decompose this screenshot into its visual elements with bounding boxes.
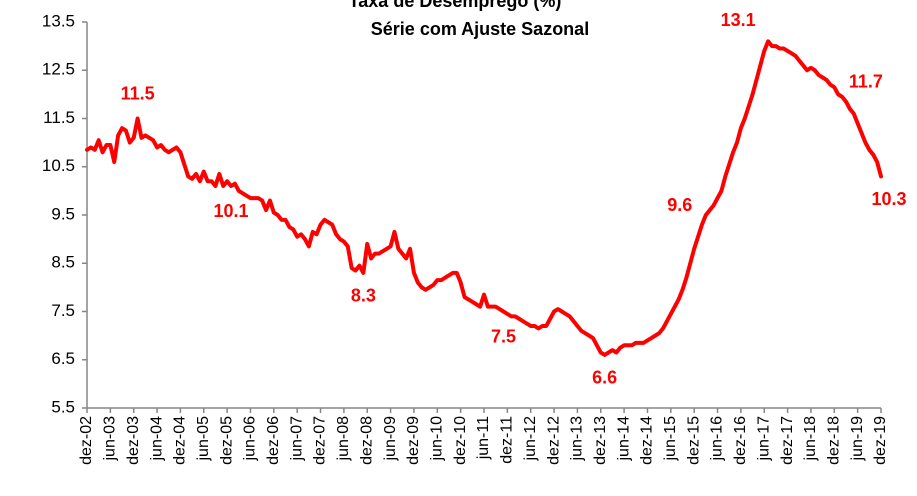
x-tick-label: dez-15 — [685, 416, 702, 465]
y-tick-label: 11.5 — [43, 108, 75, 127]
x-tick-label: dez-13 — [592, 416, 609, 465]
value-label: 8.3 — [351, 286, 376, 306]
x-tick-label: dez-18 — [826, 416, 843, 465]
x-tick-label: jun-18 — [802, 416, 819, 462]
x-tick-label: dez-03 — [125, 416, 142, 465]
y-tick-label: 12.5 — [42, 60, 75, 79]
x-tick-label: jun-15 — [662, 416, 679, 462]
x-tick-label: jun-11 — [475, 416, 492, 460]
value-label: 6.6 — [592, 368, 617, 388]
x-tick-label: jun-17 — [755, 416, 772, 462]
chart-subtitle: Série com Ajuste Sazonal — [371, 19, 589, 39]
x-tick-label: jun-13 — [569, 416, 586, 462]
value-label: 10.1 — [213, 201, 248, 221]
x-tick-label: dez-02 — [78, 416, 95, 465]
value-label: 10.3 — [871, 189, 906, 209]
y-tick-label: 7.5 — [51, 301, 75, 320]
x-tick-label: jun-19 — [849, 416, 866, 462]
y-tick-label: 8.5 — [51, 253, 75, 272]
x-tick-label: dez-11 — [499, 416, 516, 464]
x-tick-label: dez-05 — [218, 416, 235, 465]
value-label: 9.6 — [667, 195, 692, 215]
y-tick-label: 13.5 — [42, 11, 75, 30]
x-tick-label: jun-04 — [148, 416, 165, 462]
x-tick-label: dez-08 — [358, 416, 375, 465]
x-tick-label: jun-05 — [195, 416, 212, 462]
x-tick-label: dez-17 — [779, 416, 796, 465]
x-tick-label: jun-03 — [102, 416, 119, 462]
x-tick-label: dez-19 — [872, 416, 889, 465]
x-tick-label: dez-12 — [545, 416, 562, 465]
x-tick-label: dez-09 — [405, 416, 422, 465]
x-tick-label: jun-12 — [522, 416, 539, 462]
x-tick-label: jun-14 — [615, 416, 632, 462]
y-tick-label: 10.5 — [42, 156, 75, 175]
x-tick-label: dez-14 — [639, 416, 656, 465]
value-label: 7.5 — [491, 326, 516, 346]
x-tick-label: dez-06 — [265, 416, 282, 465]
x-tick-label: jun-06 — [242, 416, 259, 462]
x-tick-label: jun-10 — [429, 416, 446, 462]
chart-title: Taxa de Desemprego (%) — [349, 0, 562, 11]
data-line — [85, 39, 883, 357]
x-tick-label: jun-08 — [335, 416, 352, 462]
value-label: 13.1 — [721, 10, 756, 30]
x-tick-label: dez-16 — [732, 416, 749, 465]
x-tick-label: dez-04 — [172, 416, 189, 465]
value-label: 11.7 — [849, 72, 883, 92]
x-tick-label: dez-07 — [312, 416, 329, 465]
x-tick-label: jun-16 — [709, 416, 726, 462]
value-label: 11.5 — [121, 83, 155, 103]
y-tick-label: 5.5 — [51, 397, 75, 416]
y-tick-label: 9.5 — [51, 204, 75, 223]
y-tick-label: 6.5 — [51, 349, 75, 368]
x-tick-label: jun-07 — [288, 416, 305, 462]
x-tick-label: dez-10 — [452, 416, 469, 465]
x-tick-label: jun-09 — [382, 416, 399, 462]
